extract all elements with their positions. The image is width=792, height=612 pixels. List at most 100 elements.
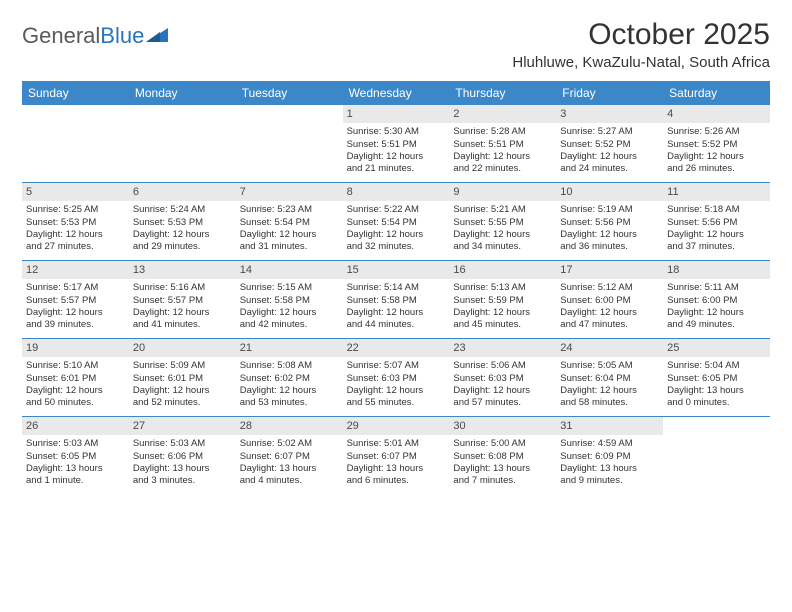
day-cell xyxy=(663,417,770,495)
daylight-text: and 22 minutes. xyxy=(453,163,552,175)
week-row: 26Sunrise: 5:03 AMSunset: 6:05 PMDayligh… xyxy=(22,417,770,495)
day-number: 4 xyxy=(663,105,770,123)
day-cell: 19Sunrise: 5:10 AMSunset: 6:01 PMDayligh… xyxy=(22,339,129,416)
daylight-text: and 3 minutes. xyxy=(133,475,232,487)
daylight-text: Daylight: 13 hours xyxy=(26,463,125,475)
day-cell: 4 Sunrise: 5:26 AMSunset: 5:52 PMDaylight… xyxy=(663,105,770,182)
sunrise-text: Sunrise: 5:26 AM xyxy=(667,126,766,138)
daylight-text: Daylight: 12 hours xyxy=(347,229,446,241)
sunset-text: Sunset: 5:51 PM xyxy=(453,139,552,151)
sunset-text: Sunset: 5:54 PM xyxy=(240,217,339,229)
weekday-friday: Friday xyxy=(556,81,663,105)
daylight-text: Daylight: 12 hours xyxy=(240,307,339,319)
month-title: October 2025 xyxy=(512,18,770,52)
day-cell: 28Sunrise: 5:02 AMSunset: 6:07 PMDayligh… xyxy=(236,417,343,495)
daylight-text: and 31 minutes. xyxy=(240,241,339,253)
sunset-text: Sunset: 5:58 PM xyxy=(240,295,339,307)
day-cell xyxy=(22,105,129,182)
daylight-text: and 42 minutes. xyxy=(240,319,339,331)
sunrise-text: Sunrise: 5:14 AM xyxy=(347,282,446,294)
sunset-text: Sunset: 5:52 PM xyxy=(560,139,659,151)
daylight-text: Daylight: 12 hours xyxy=(26,229,125,241)
day-number: 8 xyxy=(343,183,450,201)
sunrise-text: Sunrise: 5:05 AM xyxy=(560,360,659,372)
day-number: 23 xyxy=(449,339,556,357)
daylight-text: and 39 minutes. xyxy=(26,319,125,331)
sunset-text: Sunset: 6:06 PM xyxy=(133,451,232,463)
weekday-sunday: Sunday xyxy=(22,81,129,105)
daylight-text: Daylight: 12 hours xyxy=(453,307,552,319)
sunrise-text: Sunrise: 5:15 AM xyxy=(240,282,339,294)
daylight-text: and 53 minutes. xyxy=(240,397,339,409)
daylight-text: Daylight: 12 hours xyxy=(347,307,446,319)
day-cell: 23Sunrise: 5:06 AMSunset: 6:03 PMDayligh… xyxy=(449,339,556,416)
daylight-text: and 37 minutes. xyxy=(667,241,766,253)
sunset-text: Sunset: 5:56 PM xyxy=(560,217,659,229)
day-cell: 31Sunrise: 4:59 AMSunset: 6:09 PMDayligh… xyxy=(556,417,663,495)
daylight-text: and 49 minutes. xyxy=(667,319,766,331)
calendar-page: GeneralBlue October 2025 Hluhluwe, KwaZu… xyxy=(0,0,792,505)
sunrise-text: Sunrise: 5:08 AM xyxy=(240,360,339,372)
sunrise-text: Sunrise: 5:01 AM xyxy=(347,438,446,450)
day-number: 13 xyxy=(129,261,236,279)
day-number: 16 xyxy=(449,261,556,279)
sunset-text: Sunset: 5:51 PM xyxy=(347,139,446,151)
day-number: 9 xyxy=(449,183,556,201)
day-number: 5 xyxy=(22,183,129,201)
daylight-text: and 29 minutes. xyxy=(133,241,232,253)
day-cell: 24Sunrise: 5:05 AMSunset: 6:04 PMDayligh… xyxy=(556,339,663,416)
sunset-text: Sunset: 6:07 PM xyxy=(240,451,339,463)
sunset-text: Sunset: 5:56 PM xyxy=(667,217,766,229)
sunrise-text: Sunrise: 5:07 AM xyxy=(347,360,446,372)
logo-text-blue: Blue xyxy=(100,23,144,49)
sunset-text: Sunset: 5:59 PM xyxy=(453,295,552,307)
daylight-text: Daylight: 12 hours xyxy=(133,229,232,241)
sunrise-text: Sunrise: 5:00 AM xyxy=(453,438,552,450)
day-cell: 20Sunrise: 5:09 AMSunset: 6:01 PMDayligh… xyxy=(129,339,236,416)
daylight-text: Daylight: 12 hours xyxy=(26,307,125,319)
daylight-text: and 34 minutes. xyxy=(453,241,552,253)
day-cell: 9Sunrise: 5:21 AMSunset: 5:55 PMDaylight… xyxy=(449,183,556,260)
daylight-text: Daylight: 12 hours xyxy=(26,385,125,397)
day-number: 27 xyxy=(129,417,236,435)
day-number: 15 xyxy=(343,261,450,279)
day-number: 7 xyxy=(236,183,343,201)
logo: GeneralBlue xyxy=(22,22,168,50)
day-cell: 7Sunrise: 5:23 AMSunset: 5:54 PMDaylight… xyxy=(236,183,343,260)
day-cell: 16Sunrise: 5:13 AMSunset: 5:59 PMDayligh… xyxy=(449,261,556,338)
day-number: 29 xyxy=(343,417,450,435)
day-cell: 12Sunrise: 5:17 AMSunset: 5:57 PMDayligh… xyxy=(22,261,129,338)
day-number: 6 xyxy=(129,183,236,201)
sunset-text: Sunset: 5:52 PM xyxy=(667,139,766,151)
sunset-text: Sunset: 6:05 PM xyxy=(667,373,766,385)
daylight-text: Daylight: 12 hours xyxy=(667,151,766,163)
daylight-text: Daylight: 12 hours xyxy=(453,229,552,241)
daylight-text: and 6 minutes. xyxy=(347,475,446,487)
daylight-text: Daylight: 13 hours xyxy=(560,463,659,475)
sunrise-text: Sunrise: 5:24 AM xyxy=(133,204,232,216)
sunrise-text: Sunrise: 5:16 AM xyxy=(133,282,232,294)
sunrise-text: Sunrise: 5:22 AM xyxy=(347,204,446,216)
week-row: 1Sunrise: 5:30 AMSunset: 5:51 PMDaylight… xyxy=(22,105,770,183)
sunrise-text: Sunrise: 5:09 AM xyxy=(133,360,232,372)
day-number: 12 xyxy=(22,261,129,279)
sunset-text: Sunset: 6:00 PM xyxy=(560,295,659,307)
day-number: 20 xyxy=(129,339,236,357)
day-cell: 11Sunrise: 5:18 AMSunset: 5:56 PMDayligh… xyxy=(663,183,770,260)
daylight-text: Daylight: 12 hours xyxy=(453,151,552,163)
day-number: 14 xyxy=(236,261,343,279)
weekday-monday: Monday xyxy=(129,81,236,105)
weekday-wednesday: Wednesday xyxy=(343,81,450,105)
sunset-text: Sunset: 6:03 PM xyxy=(453,373,552,385)
daylight-text: and 21 minutes. xyxy=(347,163,446,175)
day-number: 2 xyxy=(449,105,556,123)
sunrise-text: Sunrise: 5:21 AM xyxy=(453,204,552,216)
sunrise-text: Sunrise: 5:19 AM xyxy=(560,204,659,216)
sunset-text: Sunset: 6:00 PM xyxy=(667,295,766,307)
day-number: 25 xyxy=(663,339,770,357)
weekday-tuesday: Tuesday xyxy=(236,81,343,105)
sunrise-text: Sunrise: 4:59 AM xyxy=(560,438,659,450)
sunset-text: Sunset: 5:54 PM xyxy=(347,217,446,229)
daylight-text: and 24 minutes. xyxy=(560,163,659,175)
week-row: 5Sunrise: 5:25 AMSunset: 5:53 PMDaylight… xyxy=(22,183,770,261)
